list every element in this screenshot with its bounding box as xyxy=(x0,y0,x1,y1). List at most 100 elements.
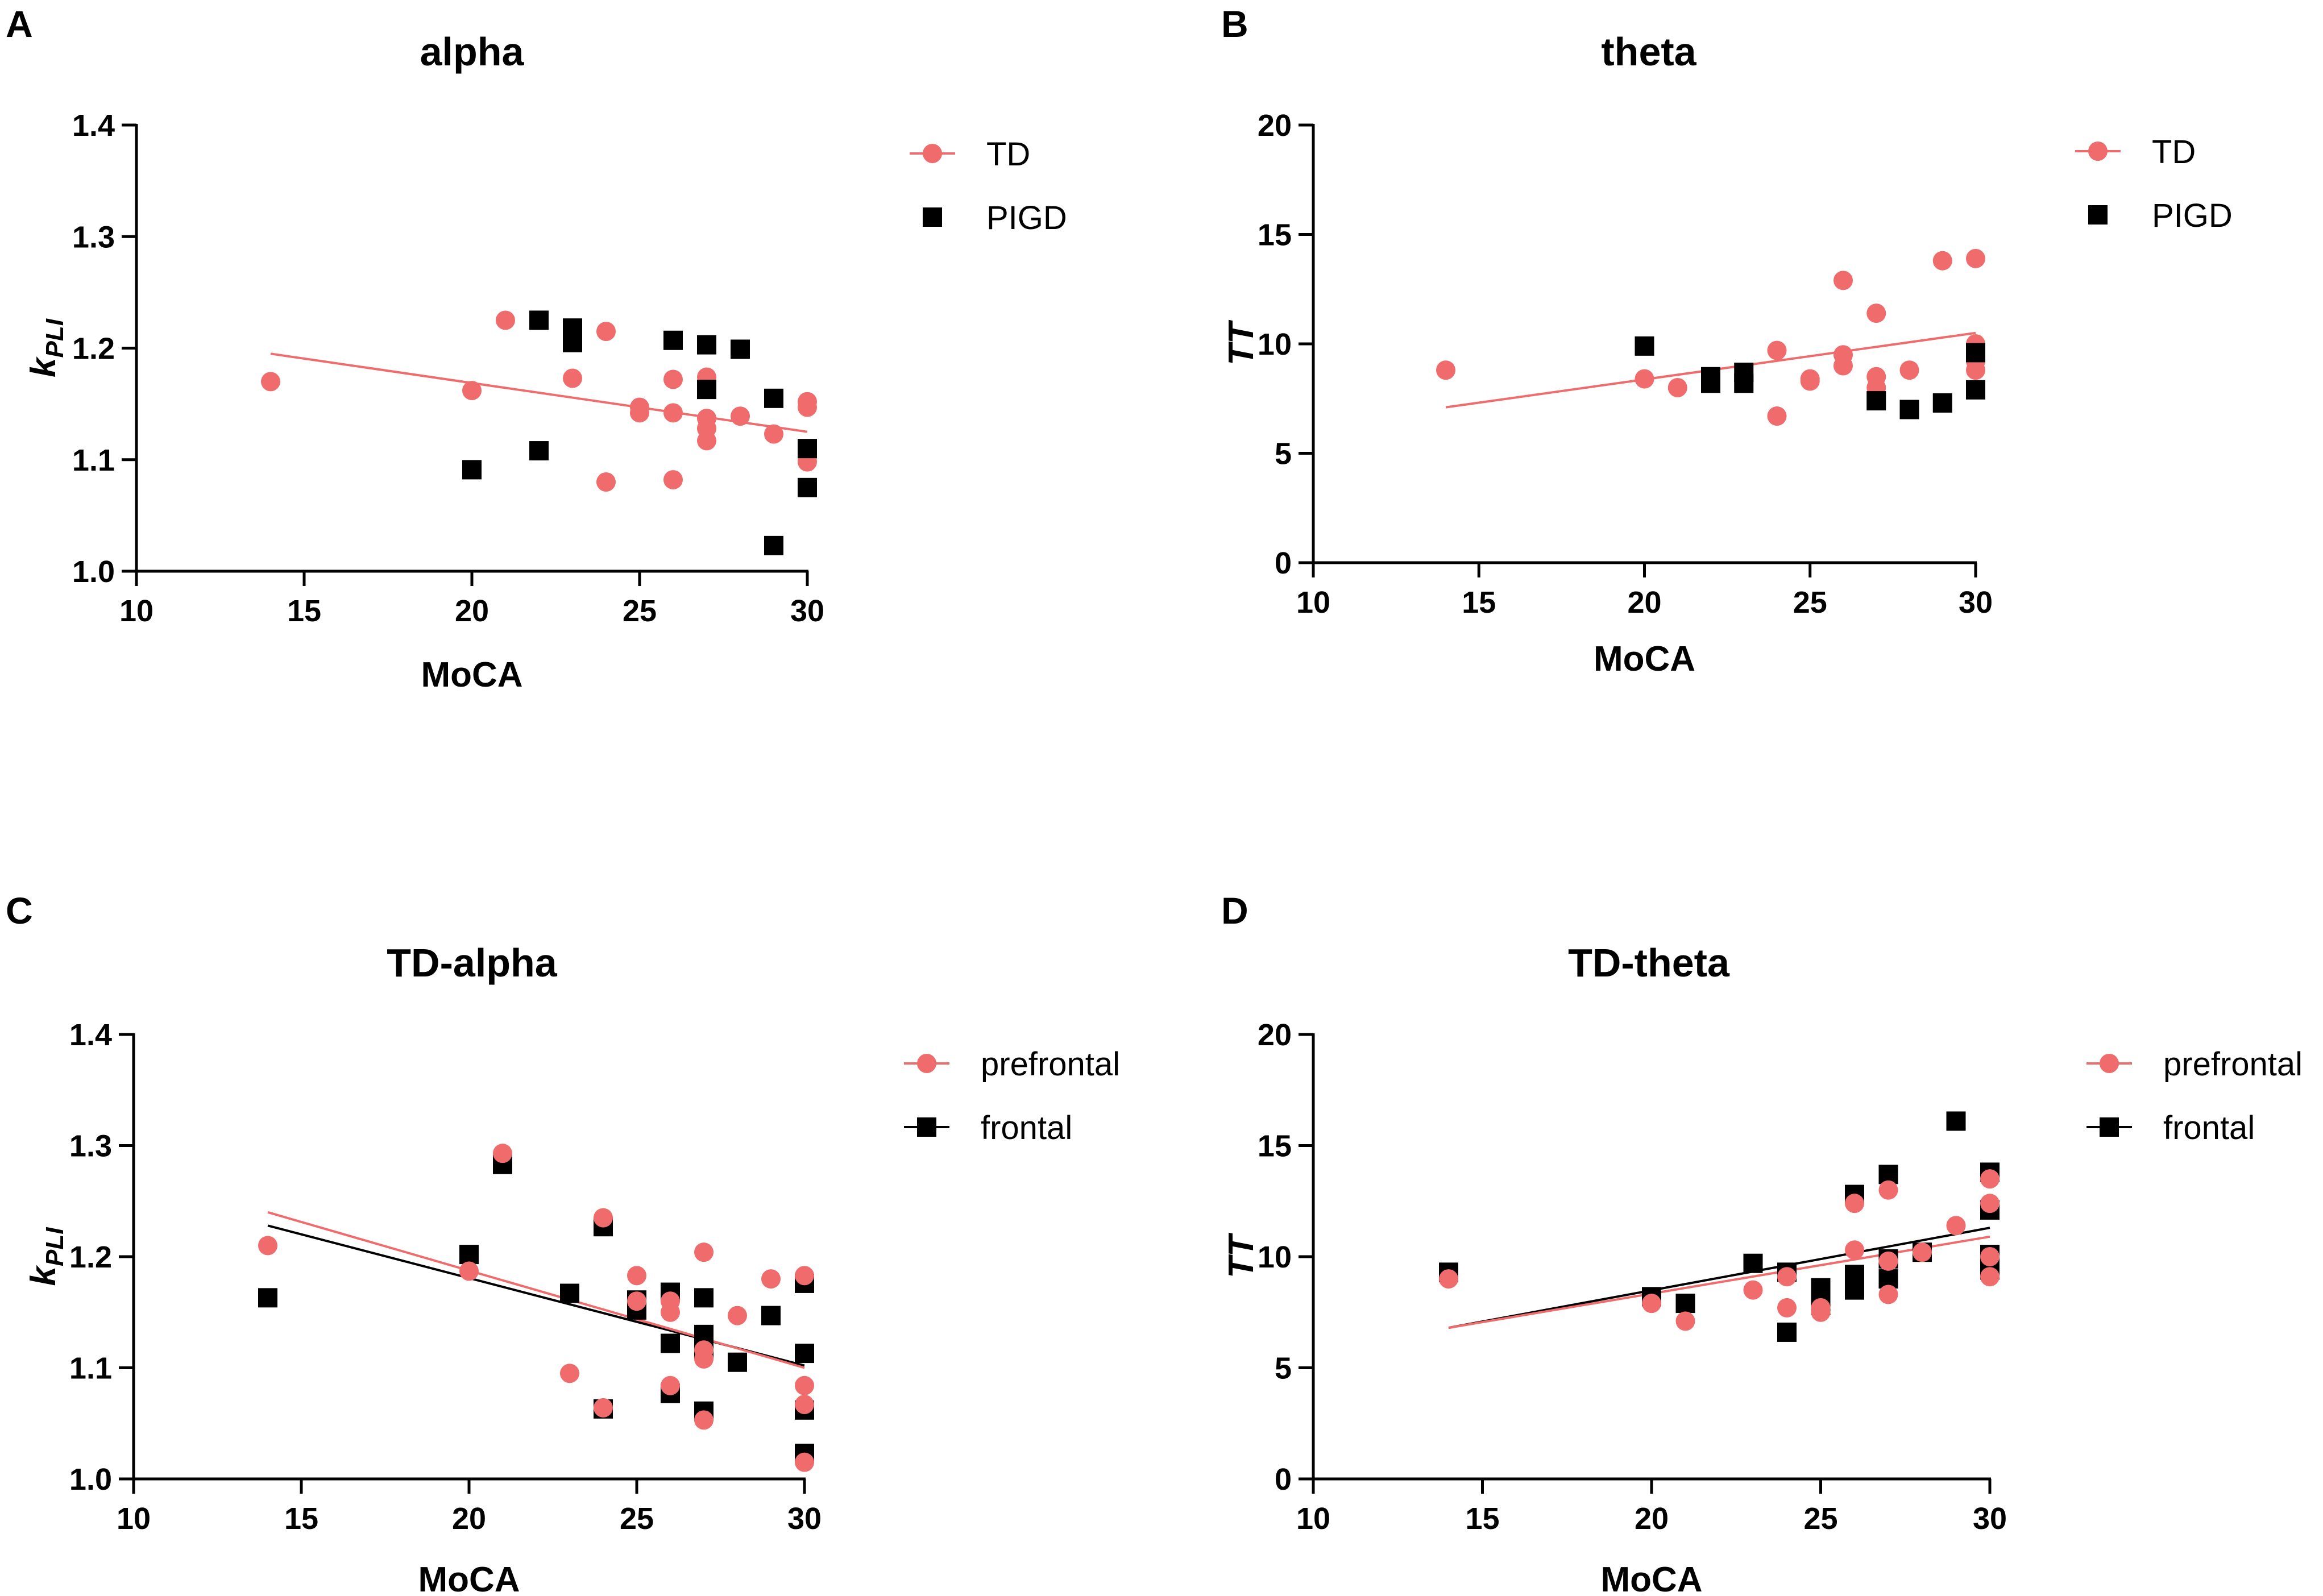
panel-title-d: TD-theta xyxy=(1568,941,1730,985)
x-tick-label: 30 xyxy=(790,594,824,628)
x-tick-label: 30 xyxy=(1959,585,1993,620)
point-prefrontal xyxy=(694,1242,714,1262)
legend-item-prefrontal: prefrontal xyxy=(2086,1046,2303,1083)
point-prefrontal xyxy=(258,1236,277,1256)
point-prefrontal xyxy=(1946,1216,1966,1236)
point-pigd xyxy=(1932,393,1952,413)
point-pigd xyxy=(462,460,482,480)
x-tick-label: 15 xyxy=(287,594,321,628)
point-pigd xyxy=(529,310,549,330)
point-pigd xyxy=(697,380,716,400)
y-axis-label-b: TT xyxy=(1222,319,1261,365)
legend-item-frontal: frontal xyxy=(904,1109,1072,1146)
point-td xyxy=(596,472,616,492)
x-tick-label: 10 xyxy=(1296,1502,1330,1536)
point-td xyxy=(1436,360,1455,380)
legend-marker xyxy=(917,1117,936,1137)
point-prefrontal xyxy=(459,1261,479,1281)
y-tick-label: 1.3 xyxy=(69,1129,112,1163)
y-tick-label: 5 xyxy=(1275,1352,1292,1386)
fit-line-frontal xyxy=(1448,1227,1990,1329)
panel-c: C TD-alpha 10 15 20 25 30 1.0 1.1 1.2 1.3 1.4 MoCA kP… xyxy=(6,890,1120,1596)
legend-marker xyxy=(923,207,942,227)
point-td xyxy=(663,403,683,423)
point-prefrontal xyxy=(1439,1269,1458,1289)
fit-line-td xyxy=(270,352,808,433)
x-tick-label: 30 xyxy=(1973,1502,2007,1536)
x-tick-label: 25 xyxy=(623,594,657,628)
x-tick-label: 20 xyxy=(452,1502,486,1536)
point-td xyxy=(1932,251,1952,271)
point-prefrontal xyxy=(1777,1267,1797,1287)
point-prefrontal xyxy=(694,1349,714,1369)
point-pigd xyxy=(697,335,716,355)
point-prefrontal xyxy=(1811,1298,1831,1317)
panel-d: D TD-theta 10 15 20 25 30 0 5 10 15 20 MoCA TT prefron… xyxy=(1221,890,2303,1596)
point-td xyxy=(596,322,616,342)
point-td xyxy=(261,372,280,392)
x-tick-label: 10 xyxy=(119,594,154,628)
point-prefrontal xyxy=(728,1306,747,1325)
y-tick-label: 1.0 xyxy=(72,555,115,589)
point-td xyxy=(630,403,649,423)
point-pigd xyxy=(1966,380,1985,400)
point-td xyxy=(1866,304,1886,323)
point-prefrontal xyxy=(795,1395,814,1415)
point-frontal xyxy=(1777,1322,1797,1342)
legend-marker xyxy=(2100,1054,2119,1073)
y-tick-label: 20 xyxy=(1258,1018,1292,1052)
point-pigd xyxy=(1734,373,1754,393)
point-prefrontal xyxy=(1675,1311,1695,1331)
point-frontal xyxy=(795,1344,814,1364)
x-tick-label: 20 xyxy=(1635,1502,1669,1536)
point-pigd xyxy=(798,439,817,459)
panel-letter-b: B xyxy=(1221,3,1248,45)
fit-line-prefrontal xyxy=(1448,1235,1990,1329)
point-td xyxy=(697,431,716,451)
point-td xyxy=(1966,360,1985,380)
point-prefrontal xyxy=(661,1291,680,1311)
point-frontal xyxy=(560,1283,579,1303)
legend-label: frontal xyxy=(2163,1109,2255,1146)
legend-label: PIGD xyxy=(2152,197,2233,234)
point-frontal xyxy=(694,1288,714,1308)
point-frontal xyxy=(1946,1111,1966,1131)
x-tick-label: 25 xyxy=(1793,585,1827,620)
point-prefrontal xyxy=(1980,1247,2000,1266)
point-frontal xyxy=(1675,1294,1695,1314)
legend-label: TD xyxy=(2152,134,2196,171)
legend-label: frontal xyxy=(981,1109,1072,1146)
panel-letter-d: D xyxy=(1221,890,1248,932)
legend-item-td: TD xyxy=(2075,134,2196,171)
point-prefrontal xyxy=(594,1208,613,1228)
y-tick-label: 1.4 xyxy=(69,1018,112,1052)
point-prefrontal xyxy=(627,1266,646,1286)
legend-marker xyxy=(2100,1117,2119,1137)
y-tick-label: 15 xyxy=(1258,218,1292,252)
point-frontal xyxy=(1811,1278,1831,1298)
point-td xyxy=(1899,360,1919,380)
point-prefrontal xyxy=(795,1452,814,1472)
y-tick-label: 1.1 xyxy=(72,443,115,477)
point-prefrontal xyxy=(627,1291,646,1311)
point-td xyxy=(1667,378,1687,397)
y-tick-label: 1.1 xyxy=(69,1352,112,1386)
point-prefrontal xyxy=(1878,1180,1898,1200)
point-prefrontal xyxy=(761,1269,781,1289)
point-pigd xyxy=(1866,391,1886,411)
point-td xyxy=(1966,248,1985,268)
point-prefrontal xyxy=(1845,1240,1864,1260)
y-tick-label: 1.4 xyxy=(72,109,115,143)
point-prefrontal xyxy=(795,1375,814,1395)
x-axis-label-d: MoCA xyxy=(1600,1560,1702,1596)
point-pigd xyxy=(731,339,750,359)
x-axis-label-b: MoCA xyxy=(1594,639,1695,679)
point-td xyxy=(1833,271,1853,290)
point-prefrontal xyxy=(1642,1294,1661,1314)
point-td xyxy=(798,397,817,417)
point-pigd xyxy=(663,330,683,350)
y-tick-label: 20 xyxy=(1258,109,1292,143)
panel-title-b: theta xyxy=(1601,30,1696,74)
